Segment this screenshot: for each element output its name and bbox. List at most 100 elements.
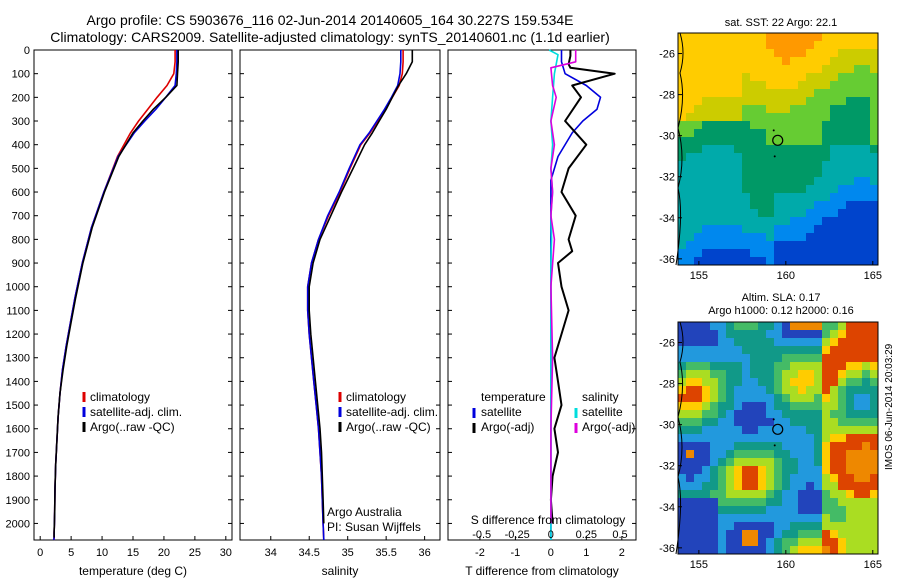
- map-cell: [862, 249, 870, 257]
- map-y-tick-label: -32: [659, 172, 675, 184]
- map-cell: [710, 49, 718, 57]
- map-cell: [798, 482, 806, 490]
- map-cell: [806, 41, 814, 49]
- map-cell: [862, 161, 870, 169]
- map-cell: [726, 338, 734, 346]
- map-cell: [798, 458, 806, 466]
- y-tick-label: 1400: [6, 376, 30, 388]
- map-cell: [798, 161, 806, 169]
- map-cell: [870, 546, 878, 554]
- map-cell: [782, 225, 790, 233]
- map-cell: [854, 209, 862, 217]
- map-cell: [734, 322, 742, 330]
- map-cell: [838, 410, 846, 418]
- map-cell: [678, 169, 686, 177]
- map-cell: [798, 490, 806, 498]
- map-cell: [678, 538, 686, 546]
- map-cell: [790, 145, 798, 153]
- map-cell: [870, 217, 878, 225]
- map-cell: [710, 338, 718, 346]
- map-cell: [726, 330, 734, 338]
- map-cell: [862, 354, 870, 362]
- map-cell: [702, 474, 710, 482]
- map-cell: [806, 354, 814, 362]
- map-cell: [710, 113, 718, 121]
- map-cell: [734, 217, 742, 225]
- map-cell: [694, 426, 702, 434]
- map-cell: [814, 217, 822, 225]
- map-cell: [870, 193, 878, 201]
- map-cell: [798, 217, 806, 225]
- map-cell: [790, 434, 798, 442]
- map-cell: [854, 105, 862, 113]
- map-cell: [782, 362, 790, 370]
- map-y-tick-label: -26: [659, 49, 675, 61]
- map-cell: [686, 257, 694, 265]
- map-cell: [854, 121, 862, 129]
- map-y-tick-label: -32: [659, 461, 675, 473]
- map-cell: [838, 362, 846, 370]
- map-cell: [694, 522, 702, 530]
- map-cell: [870, 530, 878, 538]
- map-cell: [782, 161, 790, 169]
- map-cell: [774, 442, 782, 450]
- x-axis-label: temperature (deg C): [79, 564, 187, 578]
- map-cell: [766, 522, 774, 530]
- map-cell: [846, 241, 854, 249]
- map-cell: [838, 522, 846, 530]
- map-cell: [782, 498, 790, 506]
- map-cell: [694, 177, 702, 185]
- map-cell: [718, 113, 726, 121]
- map-cell: [766, 201, 774, 209]
- map-cell: [734, 113, 742, 121]
- map-cell: [758, 506, 766, 514]
- map-cell: [750, 225, 758, 233]
- map-cell: [822, 137, 830, 145]
- map-cell: [686, 145, 694, 153]
- map-cell: [806, 458, 814, 466]
- map-cell: [702, 410, 710, 418]
- map-cell: [750, 538, 758, 546]
- map-cell: [854, 410, 862, 418]
- map-cell: [846, 113, 854, 121]
- map-cell: [766, 41, 774, 49]
- map-cell: [766, 49, 774, 57]
- legend-label: Argo(..raw -QC): [346, 420, 431, 434]
- map-cell: [830, 193, 838, 201]
- map-cell: [798, 394, 806, 402]
- legend-title-salinity: salinity: [582, 390, 619, 404]
- map-cell: [782, 442, 790, 450]
- map-cell: [686, 330, 694, 338]
- map-cell: [862, 41, 870, 49]
- map-cell: [822, 546, 830, 554]
- map-cell: [814, 378, 822, 386]
- map-cell: [798, 145, 806, 153]
- map-cell: [838, 217, 846, 225]
- map-cell: [694, 241, 702, 249]
- map-cell: [790, 458, 798, 466]
- map-cell: [758, 458, 766, 466]
- map-cell: [710, 410, 718, 418]
- map-cell: [854, 482, 862, 490]
- map-cell: [774, 546, 782, 554]
- map-cell: [750, 546, 758, 554]
- map-cell: [782, 97, 790, 105]
- map-cell: [806, 490, 814, 498]
- map-cell: [750, 241, 758, 249]
- map-cell: [782, 41, 790, 49]
- argo-australia-label: Argo Australia: [327, 505, 402, 519]
- legend-label: climatology: [346, 390, 406, 404]
- map-cell: [686, 169, 694, 177]
- map-cell: [686, 105, 694, 113]
- map-cell: [742, 41, 750, 49]
- map-cell: [862, 514, 870, 522]
- map-cell: [694, 105, 702, 113]
- map-cell: [734, 386, 742, 394]
- map-cell: [774, 506, 782, 514]
- map-cell: [782, 233, 790, 241]
- map-cell: [734, 153, 742, 161]
- map-cell: [854, 546, 862, 554]
- legend-label: climatology: [90, 390, 150, 404]
- map-cell: [774, 105, 782, 113]
- map-cell: [718, 145, 726, 153]
